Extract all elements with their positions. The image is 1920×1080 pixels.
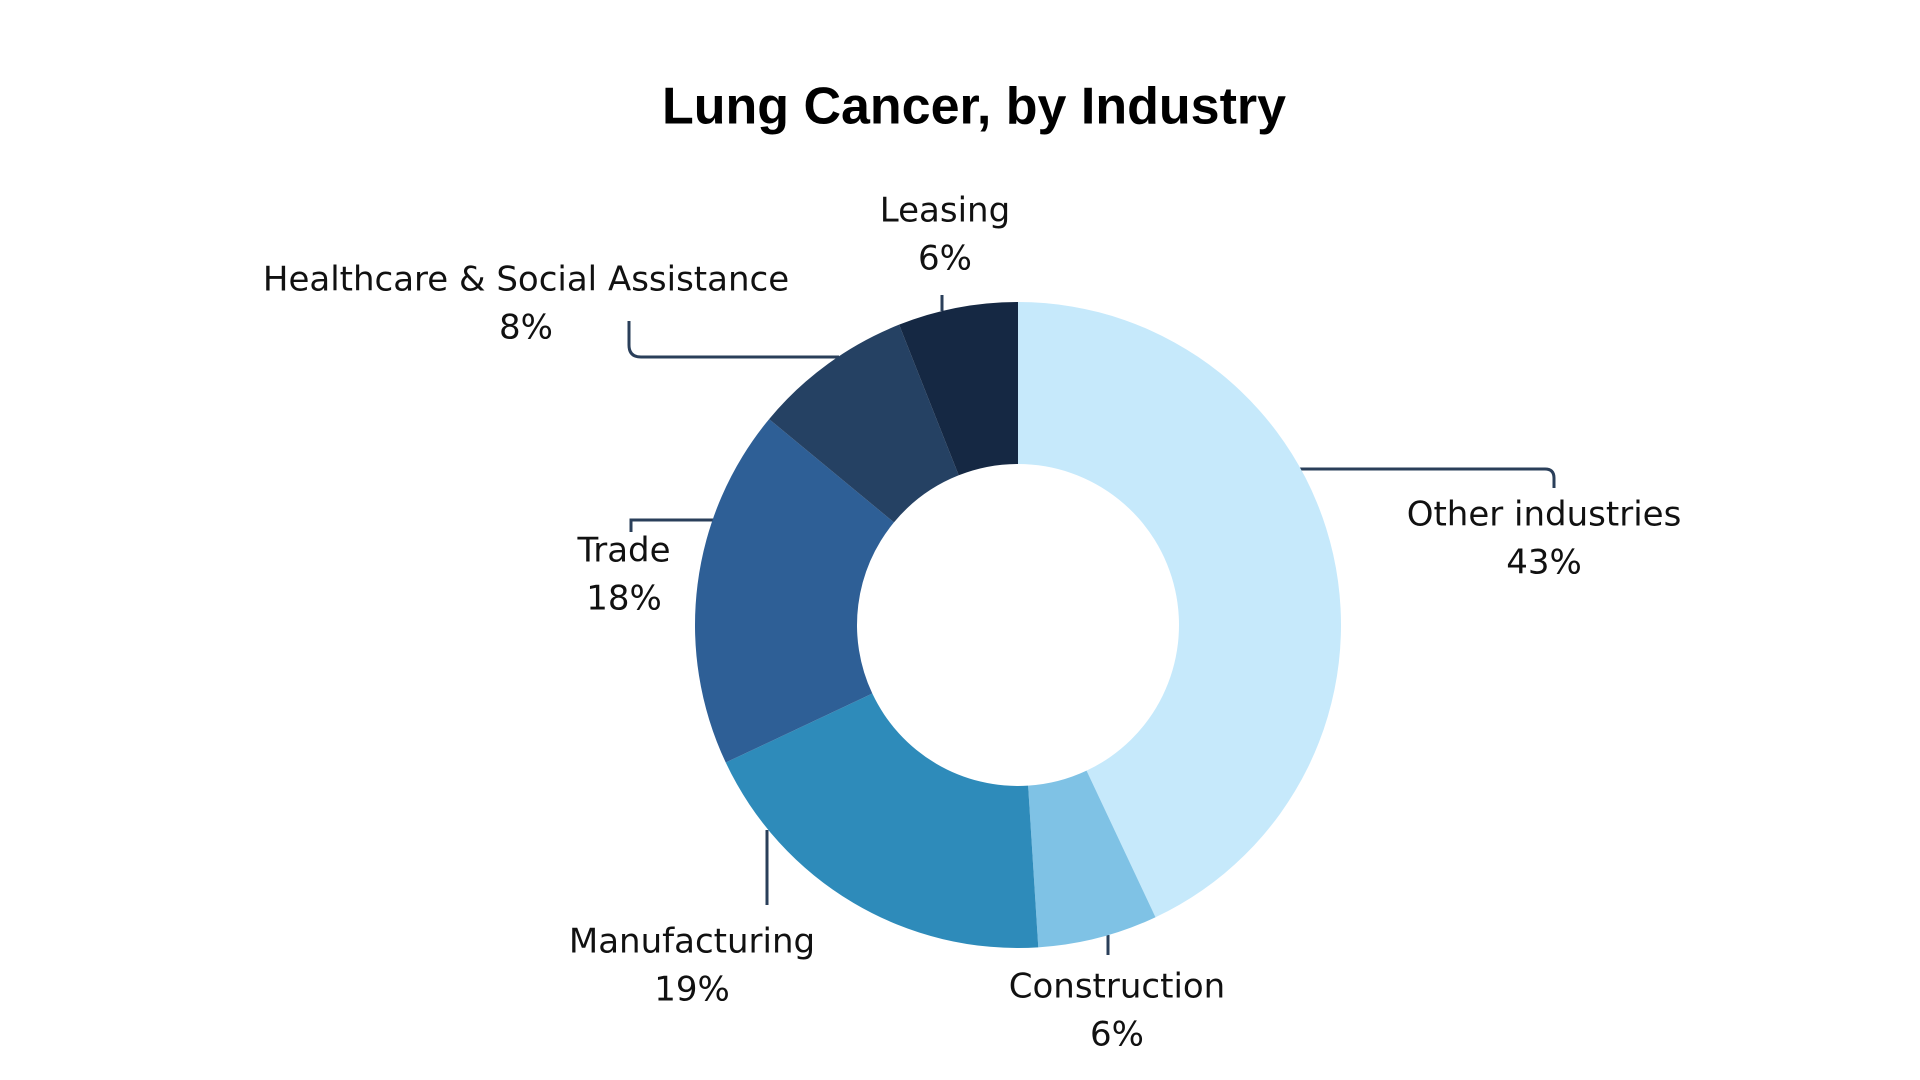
chart-title: Lung Cancer, by Industry [662,78,1286,136]
slice-label: Other industries [1407,495,1682,535]
slice-value-label: 8% [499,308,553,348]
donut-slice [769,324,959,523]
donut-slice [1018,302,1341,918]
leader-lines [627,295,1556,955]
slice-label: Leasing [880,191,1010,231]
slice-value-label: 6% [918,239,972,279]
slice-value-label: 18% [586,579,662,619]
leader-line [627,321,839,359]
donut-slice [1028,770,1156,948]
donut-slice [899,302,1018,476]
leader-line [629,518,715,532]
leader-line [1299,467,1556,488]
slice-label: Trade [576,531,670,571]
slice-value-label: 43% [1506,543,1582,583]
slice-value-label: 6% [1090,1015,1144,1055]
slice-label: Manufacturing [569,922,815,962]
donut-slice [694,419,894,763]
slice-label: Healthcare & Social Assistance [263,260,789,300]
slice-label: Construction [1009,967,1225,1007]
donut-slice [725,693,1039,948]
slice-value-label: 19% [654,970,730,1010]
